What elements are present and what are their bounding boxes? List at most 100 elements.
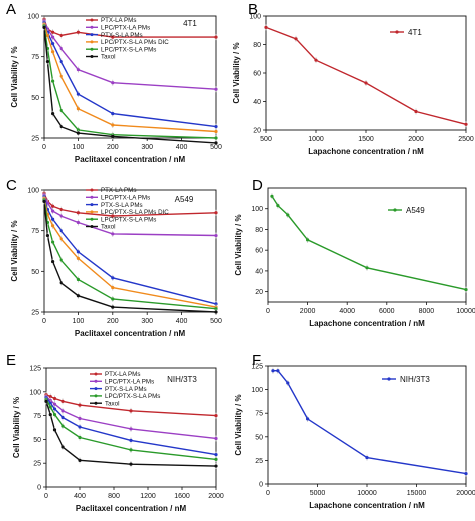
data-point bbox=[214, 35, 218, 39]
legend-marker bbox=[90, 217, 94, 221]
data-point bbox=[61, 445, 65, 449]
y-tick-label: 75 bbox=[33, 413, 41, 420]
x-tick-label: 1200 bbox=[140, 493, 156, 500]
data-point bbox=[51, 204, 55, 208]
legend-marker bbox=[395, 30, 399, 34]
cell-line-label: A549 bbox=[175, 195, 194, 204]
data-point bbox=[76, 92, 80, 96]
series-taxol bbox=[42, 24, 218, 146]
x-axis-label: Paclitaxel concentration / nM bbox=[75, 155, 186, 164]
data-point bbox=[78, 416, 82, 421]
legend-marker bbox=[90, 55, 94, 58]
data-point bbox=[52, 413, 57, 417]
series-line bbox=[271, 195, 467, 291]
data-point bbox=[464, 122, 468, 126]
y-tick-label: 80 bbox=[255, 227, 263, 234]
x-tick-label: 500 bbox=[210, 318, 222, 325]
legend-entry: LPC/PTX-S-LA PMs bbox=[105, 393, 160, 400]
legend-entry: 4T1 bbox=[408, 28, 422, 37]
legend-marker bbox=[90, 188, 94, 192]
x-tick-label: 15000 bbox=[407, 490, 427, 497]
x-tick-label: 2000 bbox=[208, 493, 224, 500]
data-point bbox=[214, 302, 218, 306]
data-point bbox=[59, 229, 63, 233]
x-tick-label: 1600 bbox=[174, 493, 190, 500]
data-point bbox=[129, 427, 133, 431]
legend-entry: LPC/PTX-S-LA PMs DIC bbox=[101, 209, 169, 216]
legend-marker bbox=[90, 18, 94, 22]
y-tick-label: 50 bbox=[255, 434, 263, 441]
legend-entry: PTX-S-LA PMs bbox=[101, 202, 143, 209]
y-axis-label: Cell Viability / % bbox=[10, 46, 19, 107]
y-tick-label: 60 bbox=[253, 71, 261, 78]
data-point bbox=[111, 81, 115, 85]
data-point bbox=[51, 112, 55, 116]
data-point bbox=[129, 462, 133, 466]
x-axis-label: Lapachone concentration / nM bbox=[308, 147, 424, 156]
x-tick-label: 0 bbox=[42, 318, 46, 325]
x-tick-label: 0 bbox=[44, 493, 48, 500]
series-ptx-s-la-pms bbox=[42, 193, 218, 307]
data-point bbox=[76, 220, 80, 225]
x-tick-label: 800 bbox=[108, 493, 120, 500]
y-tick-label: 100 bbox=[251, 206, 263, 213]
data-point bbox=[214, 453, 218, 457]
series-taxol bbox=[42, 198, 218, 315]
x-tick-label: 500 bbox=[210, 144, 222, 151]
series-line bbox=[265, 26, 467, 125]
legend-marker bbox=[90, 195, 94, 199]
data-point bbox=[44, 399, 48, 403]
data-point bbox=[294, 37, 298, 41]
y-tick-label: 100 bbox=[27, 188, 39, 195]
data-point bbox=[214, 129, 218, 134]
data-point bbox=[78, 458, 82, 462]
data-point bbox=[45, 59, 50, 64]
data-point bbox=[76, 68, 80, 72]
panel-letter: F bbox=[252, 352, 261, 369]
series-lpc-ptx-s-la-pms-dic bbox=[42, 21, 218, 135]
data-point bbox=[48, 394, 52, 399]
x-tick-label: 5000 bbox=[310, 490, 326, 497]
legend-entry: LPC/PTX-S-LA PMs bbox=[101, 216, 156, 223]
data-point bbox=[51, 50, 55, 54]
y-tick-label: 25 bbox=[31, 310, 39, 317]
y-tick-label: 0 bbox=[37, 485, 41, 492]
data-point bbox=[52, 396, 57, 401]
data-point bbox=[286, 381, 290, 385]
data-point bbox=[76, 131, 80, 135]
data-point bbox=[76, 294, 80, 298]
y-tick-label: 20 bbox=[255, 289, 263, 296]
x-tick-label: 400 bbox=[176, 318, 188, 325]
data-point bbox=[59, 59, 63, 64]
data-point bbox=[214, 464, 218, 468]
y-tick-label: 50 bbox=[31, 95, 39, 102]
legend-marker bbox=[393, 208, 397, 212]
series-ptx-la-pms bbox=[44, 391, 218, 419]
x-tick-label: 1500 bbox=[358, 136, 374, 143]
legend-entry: Taxol bbox=[101, 224, 115, 231]
x-tick-label: 4000 bbox=[339, 308, 355, 315]
y-tick-label: 25 bbox=[255, 458, 263, 465]
legend: 4T1 bbox=[390, 28, 422, 37]
data-point bbox=[59, 74, 63, 78]
panel-b: B 500 1000 1500 2000 2500 20 40 60 80 100 Lapachone… bbox=[232, 1, 474, 156]
series-a549 bbox=[270, 193, 468, 293]
cell-line-label: 4T1 bbox=[183, 19, 197, 28]
panel-a: A 0 100 200 300 400 500 25 50 75 100 Paclitaxel con… bbox=[6, 1, 222, 164]
data-point bbox=[264, 25, 268, 29]
legend-marker bbox=[94, 387, 98, 391]
legend-entry: PTX-LA PMs bbox=[105, 371, 140, 378]
data-point bbox=[276, 369, 280, 373]
legend-entry: PTX-S-LA PMs bbox=[101, 32, 143, 39]
data-point bbox=[214, 233, 218, 238]
y-tick-label: 100 bbox=[29, 389, 41, 396]
legend-marker bbox=[90, 25, 94, 29]
legend-entry: PTX-LA PMs bbox=[101, 17, 136, 24]
legend-entry: LPC/PTX-S-LA PMs bbox=[101, 46, 156, 53]
legend-marker bbox=[90, 33, 94, 37]
data-point bbox=[214, 436, 218, 441]
data-point bbox=[51, 42, 55, 46]
data-point bbox=[51, 35, 55, 39]
data-point bbox=[76, 107, 80, 111]
